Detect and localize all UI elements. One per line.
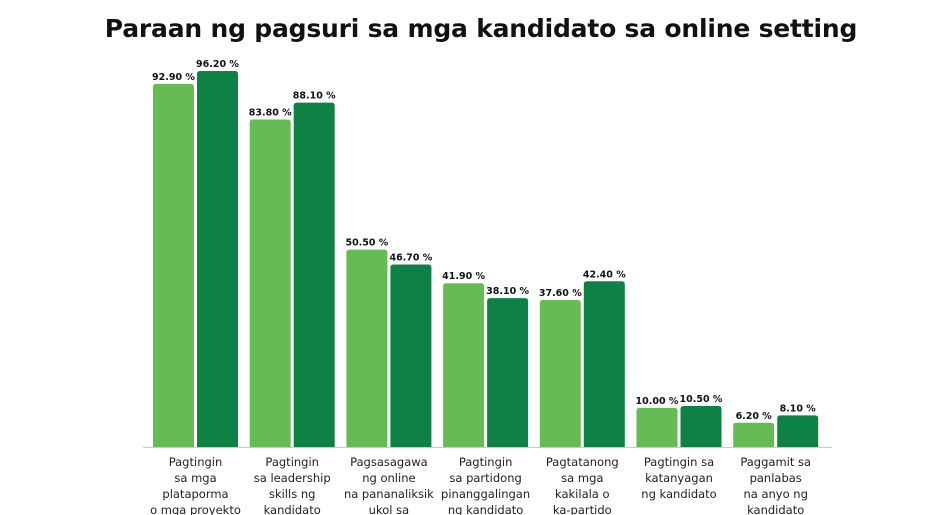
value-label-series-1-cat-7: 6.20 % [736,411,773,422]
value-label-series-2-cat-4: 38.10 % [486,286,529,297]
bar-series-1-cat-1 [153,83,194,447]
bar-series-2-cat-7 [777,415,819,447]
value-label-series-1-cat-5: 37.60 % [539,288,582,299]
bar-series-1-cat-2 [249,119,291,447]
category-labels-layer: Pagtingin sa mga plataporma o mga proyektoP… [150,455,811,515]
bar-series-2-cat-4 [487,298,529,447]
value-label-series-2-cat-6: 10.50 % [680,394,723,405]
value-label-series-1-cat-2: 83.80 % [249,107,292,118]
value-label-series-1-cat-6: 10.00 % [636,396,679,407]
bar-series-1-cat-7 [733,422,775,447]
value-labels-layer: 92.90 %96.20 % 83.80 %88.10 % 50.50 %46.70… [152,59,816,422]
category-label-5: Pagtatanong sa mga kakilala o ka-partido [546,455,619,515]
value-label-series-2-cat-5: 42.40 % [583,269,626,280]
category-label-2: Pagtingin sa leadership skills ng kandidato [254,455,331,515]
value-label-series-1-cat-4: 41.90 % [442,271,485,282]
bar-series-2-cat-3 [390,264,432,447]
bar-series-1-cat-6 [636,407,678,447]
bar-series-1-cat-3 [346,249,388,447]
category-label-6: Pagtingin sa katanyagan ng kandidato [641,455,716,501]
category-label-7: Paggamit sa panlabas na anyo ng kandidato [740,455,811,515]
bar-series-1-cat-5 [539,300,581,447]
value-label-series-2-cat-1: 96.20 % [196,59,239,70]
bar-series-2-cat-5 [583,281,625,447]
category-label-3: Pagsasagawa ng online na pananaliksik ukol … [344,455,434,515]
value-label-series-2-cat-3: 46.70 % [389,252,432,263]
bar-series-2-cat-6 [680,405,722,447]
chart-title: Paraan ng pagsuri sa mga kandidato sa on… [104,14,858,43]
category-label-4: Pagtingin sa partidong pinanggalingan ng ka… [441,455,530,515]
bar-series-1-cat-4 [443,283,485,447]
bars-layer [153,71,819,447]
value-label-series-2-cat-7: 8.10 % [780,403,817,414]
bar-series-2-cat-1 [197,71,238,447]
bar-series-2-cat-2 [293,102,335,447]
value-label-series-1-cat-1: 92.90 % [152,72,195,83]
category-label-1: Pagtingin sa mga plataporma o mga proyekto [150,455,241,515]
value-label-series-1-cat-3: 50.50 % [345,238,388,249]
value-label-series-2-cat-2: 88.10 % [293,91,336,102]
